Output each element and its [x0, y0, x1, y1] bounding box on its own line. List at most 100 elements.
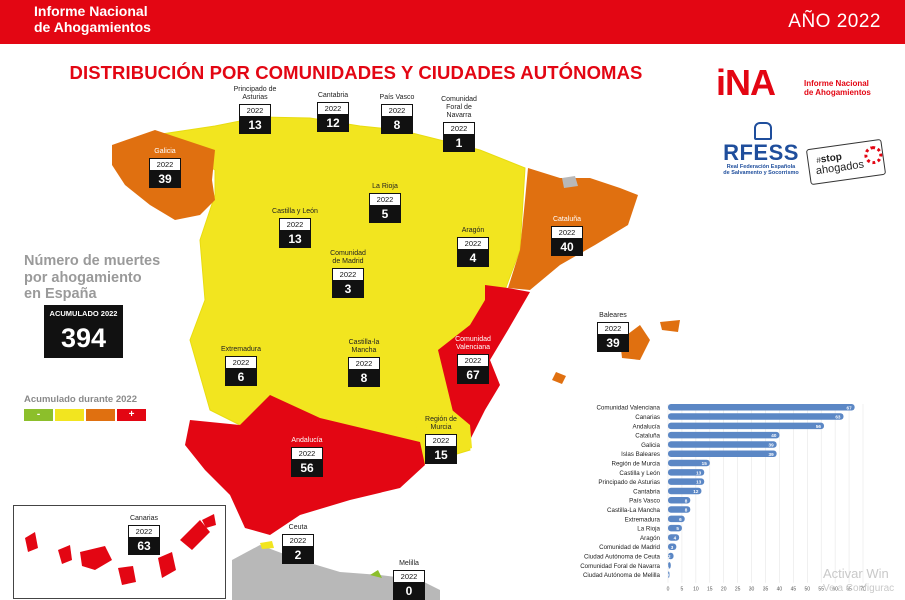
scale-orange — [86, 409, 115, 421]
scale-title: Acumulado durante 2022 — [24, 394, 137, 405]
scale-yellow — [55, 409, 84, 421]
region-name: Cataluña — [552, 216, 582, 223]
region-badge: Castilla y León 2022 13 — [272, 208, 318, 248]
region-year: 2022 — [225, 356, 257, 369]
rfess-logo-sub: Real Federación Española de Salvamento y… — [723, 164, 799, 176]
region-year: 2022 — [551, 226, 583, 239]
region-badge: Comunidad Foral de Navarra 2022 1 — [436, 96, 482, 152]
region-name: Canarias — [129, 515, 158, 522]
region-value: 0 — [393, 583, 425, 600]
header-bar: Informe Nacional de Ahogamientos AÑO 202… — [0, 0, 905, 44]
region-badge: Canarias 2022 63 — [121, 515, 167, 555]
region-value: 3 — [332, 281, 364, 298]
map-canarias-4 — [118, 566, 136, 585]
region-name: Principado de Asturias — [233, 86, 277, 101]
region-value: 4 — [457, 250, 489, 267]
accumulated-box: ACUMULADO 2022 394 — [44, 305, 123, 358]
region-year: 2022 — [279, 218, 311, 231]
map-canarias-3 — [80, 546, 112, 570]
region-name: Galicia — [154, 148, 176, 155]
activation-watermark: Activar Win Ve a Configurac — [823, 566, 894, 594]
header-brand: Informe Nacional de Ahogamientos — [34, 3, 151, 35]
ina-logo-text: iNA — [716, 62, 776, 103]
region-name: Comunidad Valenciana — [455, 336, 491, 351]
ina-logo: iNA Informe Nacional de Ahogamientos — [716, 62, 886, 110]
map-melilla — [370, 570, 382, 578]
region-badge: Cataluña 2022 40 — [544, 216, 590, 256]
scale-plus: + — [117, 409, 146, 421]
watermark-line2: Ve a Configurac — [823, 583, 895, 594]
region-badge: Extremadura 2022 6 — [218, 346, 264, 386]
region-year: 2022 — [443, 122, 475, 135]
region-value: 8 — [348, 370, 380, 387]
watermark-line1: Activar Win — [823, 566, 889, 581]
rfess-logo: RFESS Real Federación Española de Salvam… — [716, 120, 806, 184]
region-year: 2022 — [457, 354, 489, 367]
region-value: 15 — [425, 447, 457, 464]
region-year: 2022 — [282, 534, 314, 547]
region-badge: La Rioja 2022 5 — [362, 183, 408, 223]
ina-logo-sub: Informe Nacional de Ahogamientos — [804, 79, 871, 97]
region-badge: Andalucía 2022 56 — [284, 437, 330, 477]
region-value: 8 — [381, 117, 413, 134]
region-badge: Baleares 2022 39 — [590, 312, 636, 352]
header-year: AÑO 2022 — [788, 11, 881, 32]
region-year: 2022 — [128, 525, 160, 538]
region-badge: Aragón 2022 4 — [450, 227, 496, 267]
accumulated-label: ACUMULADO 2022 — [49, 309, 118, 318]
region-name: País Vasco — [379, 94, 415, 101]
map-andorra — [562, 176, 578, 188]
region-badge: Cantabria 2022 12 — [310, 92, 356, 132]
map-menorca — [660, 320, 680, 332]
region-value: 6 — [225, 369, 257, 386]
region-value: 12 — [317, 115, 349, 132]
region-value: 39 — [149, 171, 181, 188]
canarias-inset-frame — [13, 505, 226, 599]
region-badge: Castilla-la Mancha 2022 8 — [341, 339, 387, 387]
region-badge: Principado de Asturias 2022 13 — [232, 86, 278, 134]
region-name: Extremadura — [220, 346, 262, 353]
region-value: 1 — [443, 135, 475, 152]
region-badge: País Vasco 2022 8 — [374, 94, 420, 134]
region-value: 13 — [279, 231, 311, 248]
map-canarias-6 — [180, 520, 210, 550]
region-year: 2022 — [597, 322, 629, 335]
region-year: 2022 — [381, 104, 413, 117]
region-year: 2022 — [239, 104, 271, 117]
map-canarias-5 — [158, 552, 176, 578]
region-year: 2022 — [425, 434, 457, 447]
page-title: DISTRIBUCIÓN POR COMUNIDADES Y CIUDADES … — [69, 62, 643, 83]
region-name: Baleares — [599, 312, 627, 319]
region-value: 67 — [457, 367, 489, 384]
region-value: 63 — [128, 538, 160, 555]
color-scale: - + — [24, 409, 146, 421]
region-name: Región de Murcia — [425, 416, 457, 431]
region-name: Aragón — [461, 227, 485, 234]
region-year: 2022 — [149, 158, 181, 171]
region-value: 5 — [369, 206, 401, 223]
scale-minus: - — [24, 409, 53, 421]
region-name: Comunidad Foral de Navarra — [441, 96, 477, 119]
deaths-label: Número de muertes por ahogamiento en Esp… — [24, 253, 161, 302]
region-badge: Galicia 2022 39 — [142, 148, 188, 188]
region-value: 13 — [239, 117, 271, 134]
region-badge: Comunidad de Madrid 2022 3 — [325, 250, 371, 298]
map-ceuta — [260, 541, 274, 549]
region-year: 2022 — [369, 193, 401, 206]
region-value: 56 — [291, 460, 323, 477]
region-name: Melilla — [399, 560, 419, 567]
region-year: 2022 — [457, 237, 489, 250]
region-badge: Melilla 2022 0 — [386, 560, 432, 600]
lifebuoy-icon — [863, 144, 884, 166]
accumulated-value: 394 — [60, 323, 107, 353]
region-name: Comunidad de Madrid — [330, 250, 366, 265]
region-badge: Ceuta 2022 2 — [275, 524, 321, 564]
region-name: Castilla y León — [272, 208, 318, 215]
region-year: 2022 — [332, 268, 364, 281]
rfess-logo-text: RFESS — [723, 140, 799, 165]
region-value: 40 — [551, 239, 583, 256]
region-value: 39 — [597, 335, 629, 352]
region-year: 2022 — [317, 102, 349, 115]
map-canarias-2 — [58, 545, 72, 564]
region-year: 2022 — [393, 570, 425, 583]
